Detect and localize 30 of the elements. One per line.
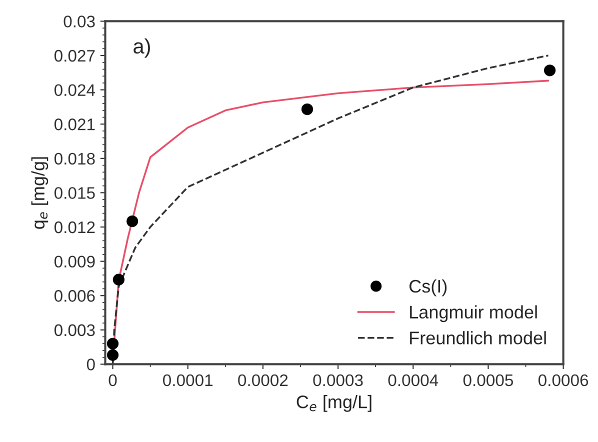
- x-tick-label: 0.0002: [238, 374, 288, 386]
- point: [126, 215, 138, 228]
- x-tick-label: 0: [108, 374, 117, 386]
- legend-label: Cs(I): [410, 279, 447, 296]
- y-tick-label: 0.003: [54, 324, 95, 336]
- y-tick-label: 0: [86, 358, 95, 370]
- y-tick-label: 0.009: [54, 256, 95, 268]
- x-axis-title: C$_{e}$ [mg/L]: [296, 395, 372, 412]
- point: [301, 103, 314, 116]
- y-tick-label: 0.024: [54, 84, 96, 96]
- y-tick-label: 0.03: [64, 16, 95, 28]
- point: [544, 64, 556, 76]
- y-tick-label: 0.027: [54, 50, 95, 62]
- x-tick-label: 0.0005: [463, 374, 514, 386]
- y-tick-label: 0.012: [54, 221, 95, 234]
- x-tick-label: 0.0006: [538, 374, 588, 386]
- point: [106, 338, 119, 350]
- x-tick-label: 0.0004: [388, 374, 438, 386]
- annotation: a): [134, 38, 150, 58]
- x-tick-label: 0.0003: [313, 374, 363, 386]
- y-tick-label: 0.006: [54, 290, 95, 302]
- y-tick-label: 0.015: [54, 187, 95, 199]
- y-axis-title: q$_{e}$ [mg/g]: [31, 157, 48, 229]
- y-tick-label: 0.021: [54, 118, 95, 130]
- point: [112, 274, 124, 286]
- point: [106, 349, 119, 361]
- legend-label: Freundlich model: [410, 331, 546, 344]
- y-tick-label: 0.018: [54, 152, 95, 165]
- x-tick-label: 0.0001: [163, 374, 213, 386]
- legend-label: Langmuir model: [410, 305, 537, 322]
